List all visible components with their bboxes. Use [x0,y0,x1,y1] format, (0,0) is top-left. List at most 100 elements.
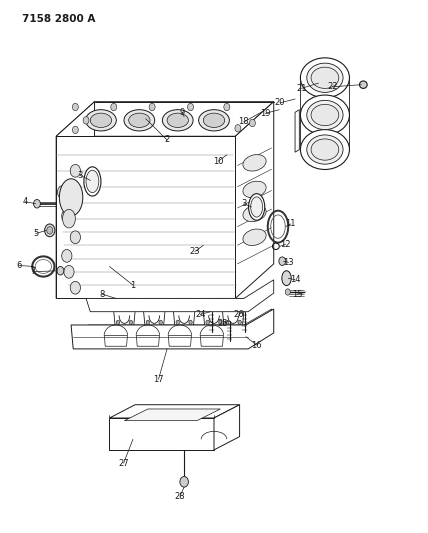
Circle shape [189,320,192,325]
Ellipse shape [84,167,101,196]
Polygon shape [110,418,214,450]
Ellipse shape [243,229,266,246]
Text: 7: 7 [30,268,36,276]
Ellipse shape [167,113,188,127]
Polygon shape [221,298,245,333]
Circle shape [62,249,72,262]
Circle shape [129,320,133,325]
Circle shape [187,103,193,111]
Text: 24: 24 [195,310,205,319]
Text: 6: 6 [16,261,21,270]
Polygon shape [56,102,274,136]
Ellipse shape [124,110,155,131]
Polygon shape [295,110,299,152]
Polygon shape [235,102,274,298]
Ellipse shape [360,81,367,88]
Text: 20: 20 [275,98,285,107]
Polygon shape [56,102,95,298]
Circle shape [225,320,229,325]
Text: 16: 16 [251,341,262,350]
Ellipse shape [62,209,75,228]
Circle shape [146,320,149,325]
Text: 9: 9 [179,108,184,117]
Text: 17: 17 [153,375,164,384]
Text: 7158 2800 A: 7158 2800 A [22,14,95,24]
Circle shape [219,320,222,325]
Ellipse shape [249,193,265,220]
Polygon shape [168,336,191,346]
Ellipse shape [307,135,343,164]
Ellipse shape [199,110,229,131]
Ellipse shape [282,271,291,286]
Ellipse shape [243,155,266,171]
Polygon shape [71,309,274,349]
Ellipse shape [86,170,99,192]
Ellipse shape [243,181,266,198]
Circle shape [64,265,74,278]
Circle shape [250,119,256,127]
Circle shape [70,231,80,244]
Ellipse shape [90,113,112,127]
Text: 19: 19 [260,109,270,118]
Text: 15: 15 [292,289,303,298]
Polygon shape [56,136,235,298]
Circle shape [224,103,230,111]
Ellipse shape [307,63,343,92]
Ellipse shape [243,205,266,222]
Text: 10: 10 [213,157,223,166]
Circle shape [176,320,179,325]
Circle shape [83,117,89,124]
Ellipse shape [59,179,83,216]
Polygon shape [172,298,196,333]
Circle shape [62,209,72,222]
Circle shape [149,103,155,111]
Polygon shape [113,298,137,333]
Text: 22: 22 [327,82,338,91]
Circle shape [116,320,120,325]
Ellipse shape [311,104,339,126]
Text: 3: 3 [77,171,82,180]
Polygon shape [88,309,272,333]
Circle shape [57,266,64,275]
Circle shape [159,320,162,325]
Circle shape [33,199,40,208]
Polygon shape [202,298,226,333]
Text: 5: 5 [33,229,38,238]
Text: 13: 13 [283,258,294,266]
Ellipse shape [300,130,349,169]
Ellipse shape [311,139,339,160]
Text: 14: 14 [290,275,300,284]
Polygon shape [125,409,220,421]
Ellipse shape [307,100,343,130]
Text: 25: 25 [217,319,228,328]
Circle shape [206,320,209,325]
Text: 26: 26 [233,310,244,319]
Text: 12: 12 [280,240,291,249]
Ellipse shape [311,67,339,88]
Ellipse shape [251,197,263,217]
Circle shape [72,126,78,134]
Text: 8: 8 [100,289,105,298]
Ellipse shape [129,113,150,127]
Ellipse shape [203,113,225,127]
Ellipse shape [300,58,349,98]
Ellipse shape [300,95,349,135]
Polygon shape [86,280,274,312]
Circle shape [279,257,285,265]
Circle shape [70,281,80,294]
Ellipse shape [86,110,116,131]
Circle shape [70,165,80,177]
Circle shape [111,103,117,111]
Text: 11: 11 [285,220,296,229]
Circle shape [57,185,68,198]
Text: 3: 3 [241,199,247,208]
Circle shape [180,477,188,487]
Polygon shape [110,405,240,418]
Circle shape [72,103,78,111]
Ellipse shape [162,110,193,131]
Text: 2: 2 [164,135,169,144]
Circle shape [285,289,290,295]
Text: 27: 27 [118,459,129,467]
Text: 21: 21 [296,84,307,93]
Circle shape [238,320,241,325]
